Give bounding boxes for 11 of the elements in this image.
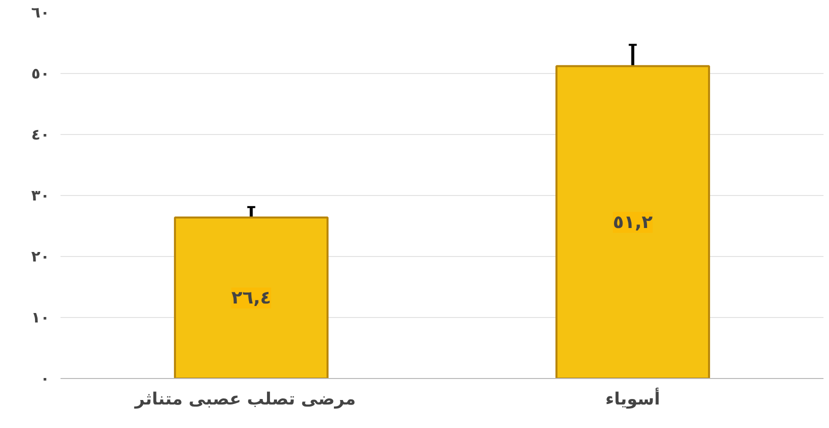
- y-tick-label: ٦٠: [31, 4, 50, 22]
- y-tick-label: ٠: [40, 370, 50, 388]
- y-tick-label: ٣٠: [31, 186, 50, 204]
- y-tick-label: ٤٠: [31, 126, 50, 144]
- x-tick-label: مرضى تصلب عصبى متناثر: [134, 390, 356, 410]
- x-tick-label: أسوياء: [605, 388, 660, 410]
- data-label: ٥١,٢: [612, 212, 653, 233]
- y-tick-label: ١٠: [31, 308, 50, 326]
- data-label: ٢٦,٤: [231, 287, 272, 308]
- y-tick-label: ٢٠: [31, 248, 50, 266]
- y-tick-label: ٥٠: [31, 64, 50, 82]
